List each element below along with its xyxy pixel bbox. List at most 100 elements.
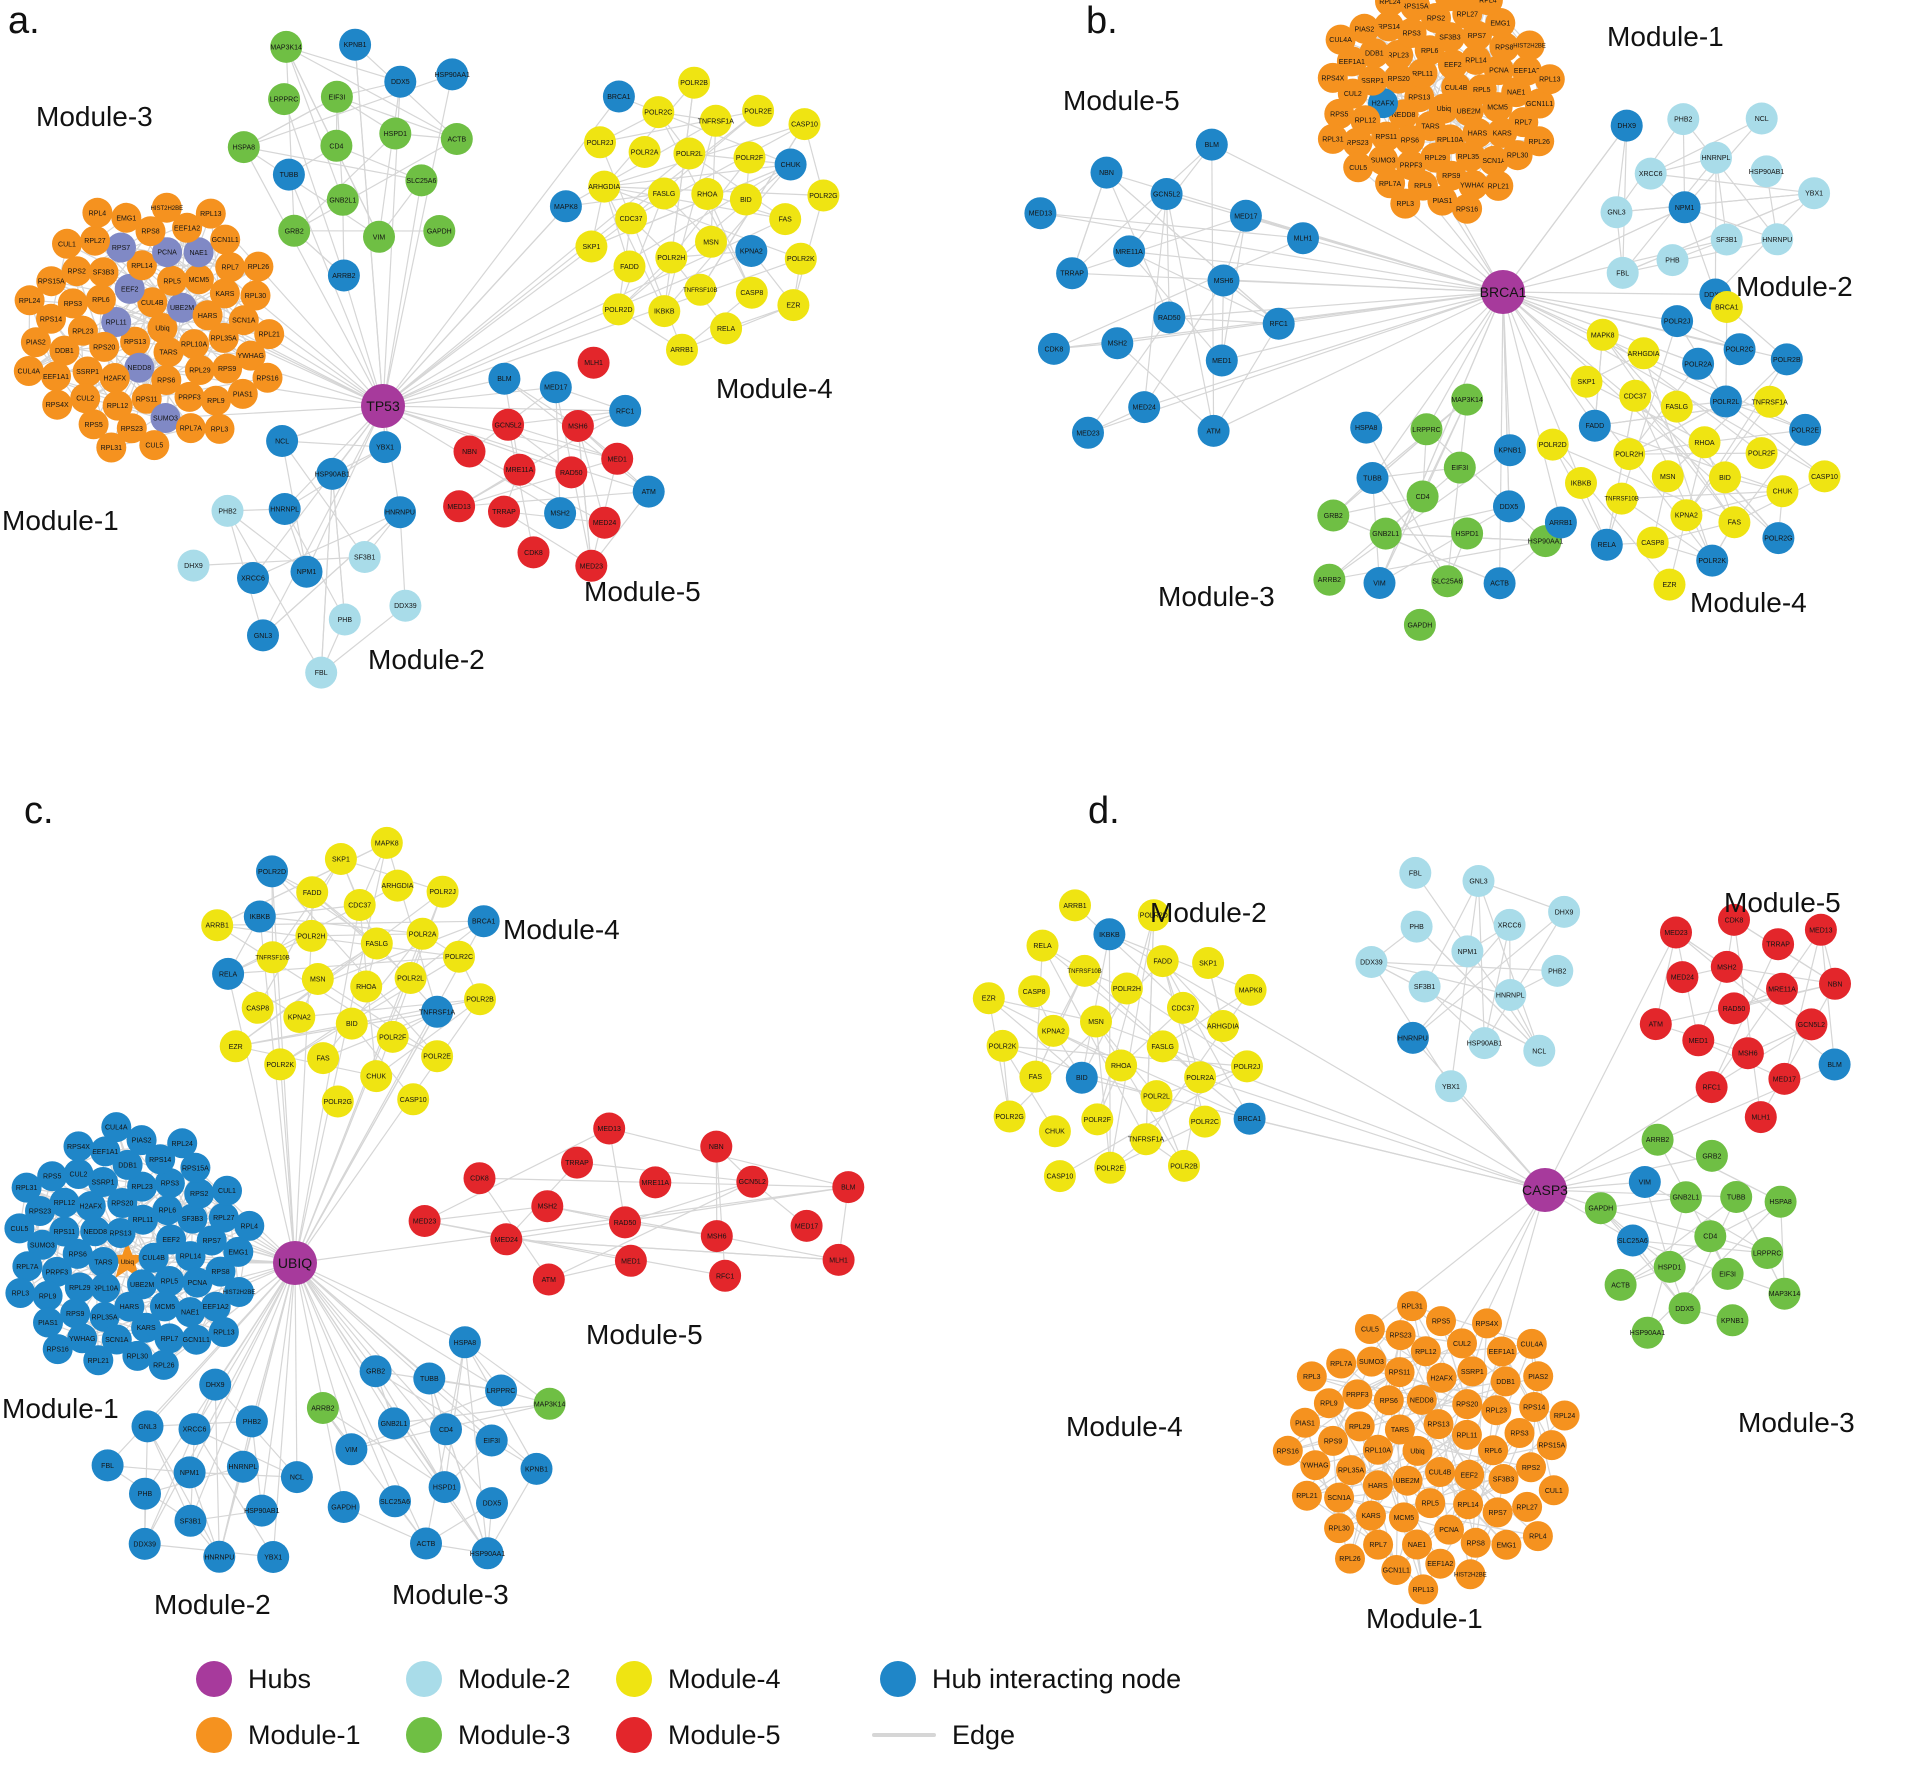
gene-node — [1462, 865, 1495, 897]
gene-node — [1766, 972, 1798, 1005]
gene-label: MAPK8 — [1591, 332, 1615, 339]
edge — [1725, 401, 1825, 477]
gene-node — [1296, 1361, 1327, 1392]
gene-label: Ubiq — [1437, 106, 1452, 113]
gene-label: SKP1 — [1578, 379, 1596, 386]
gene-node — [1342, 127, 1373, 158]
gene-node — [1619, 379, 1652, 412]
gene-label: PCNA — [1489, 68, 1509, 75]
gene-label: RPS3 — [64, 301, 82, 308]
gene-node — [173, 1456, 206, 1489]
gene-node — [25, 1196, 55, 1226]
gene-node — [105, 1218, 136, 1248]
gene-label: PIAS1 — [233, 391, 253, 398]
gene-label: GCN1L1 — [1526, 101, 1553, 108]
gene-label: RPL24 — [1379, 0, 1401, 6]
gene-node — [1700, 141, 1732, 174]
gene-label: PIAS1 — [1295, 1420, 1315, 1427]
gene-label: GNB2L1 — [1372, 531, 1399, 538]
gene-node — [316, 457, 349, 490]
gene-label: CHUK — [1773, 489, 1793, 496]
gene-node — [212, 353, 243, 384]
gene-label: SLC25A6 — [406, 178, 436, 185]
edge — [382, 386, 556, 407]
gene-label: RPS9 — [66, 1311, 84, 1318]
module-label: Module-1 — [2, 1393, 119, 1424]
gene-label: POLR2A — [1684, 361, 1712, 368]
gene-label: RAD50 — [560, 470, 583, 477]
edge — [603, 186, 665, 312]
gene-label: MLH1 — [584, 360, 603, 367]
gene-node — [1038, 1115, 1071, 1148]
gene-label: EEF2 — [121, 286, 139, 293]
edge — [293, 133, 396, 232]
edge — [464, 1342, 489, 1554]
edge — [506, 1186, 849, 1240]
gene-label: TARS — [159, 350, 177, 357]
gene-node — [1639, 1008, 1672, 1041]
edge — [1483, 924, 1511, 1044]
edge — [1372, 477, 1448, 582]
gene-label: TRRAP — [1060, 271, 1084, 278]
gene-label: RHOA — [1694, 440, 1715, 447]
gene-node — [370, 826, 403, 859]
gene-label: POLR2D — [258, 869, 286, 876]
gene-node — [1043, 1160, 1076, 1193]
gene-label: RPL7A — [180, 426, 203, 433]
module-label: Module-3 — [1158, 581, 1275, 612]
gene-label: RELA — [1033, 943, 1052, 950]
edge — [424, 1220, 726, 1277]
gene-node — [1081, 1103, 1114, 1136]
gene-label: GRB2 — [1324, 513, 1343, 520]
gene-node — [147, 313, 178, 343]
gene-node — [1195, 128, 1228, 161]
gene-node — [549, 190, 582, 223]
gene-label: TNFRSF10B — [1067, 969, 1101, 975]
gene-node — [1490, 1366, 1521, 1397]
gene-label: HIST2H2BE — [150, 206, 183, 212]
gene-node — [1751, 1237, 1784, 1269]
gene-node — [172, 212, 203, 243]
gene-node — [1666, 961, 1699, 994]
gene-node — [62, 1238, 93, 1269]
gene-label: HIST2H2BE — [1513, 44, 1546, 50]
gene-node — [1349, 13, 1380, 44]
gene-node — [544, 497, 577, 530]
gene-node — [1808, 460, 1841, 493]
gene-node — [1384, 1414, 1415, 1445]
edge — [317, 978, 438, 1057]
gene-node — [70, 383, 101, 414]
gene-node — [235, 340, 266, 371]
gene-label: ATM — [1649, 1022, 1663, 1029]
gene-node — [154, 1168, 185, 1199]
gene-label: GRB2 — [285, 228, 304, 235]
gene-node — [1093, 918, 1126, 951]
gene-node — [1408, 970, 1441, 1003]
gene-node — [1489, 32, 1520, 63]
edge — [235, 1045, 377, 1077]
gene-node — [1694, 1220, 1727, 1253]
edge — [146, 1426, 192, 1522]
edge — [378, 81, 401, 237]
gene-label: SLC25A6 — [380, 1499, 410, 1506]
gene-node — [183, 264, 214, 295]
gene-label: RPL12 — [1355, 118, 1377, 125]
edge — [464, 1341, 550, 1405]
gene-node — [1168, 1149, 1200, 1182]
gene-node — [227, 378, 258, 409]
gene-label: RPL6 — [1421, 48, 1439, 55]
gene-label: ARHGDIA — [382, 883, 414, 890]
edge — [257, 920, 484, 1009]
gene-node — [82, 197, 113, 228]
gene-label: FAS — [1029, 1074, 1043, 1081]
gene-node — [1720, 1181, 1753, 1213]
gene-node — [1128, 391, 1161, 424]
edge — [1544, 932, 1677, 1191]
hub-node — [1523, 1168, 1567, 1212]
gene-node — [49, 1216, 80, 1247]
edge — [226, 510, 322, 673]
gene-node — [684, 273, 717, 306]
gene-label: NAE1 — [1408, 1542, 1426, 1549]
gene-node — [1324, 1482, 1355, 1513]
gene-label: RPL29 — [69, 1285, 91, 1292]
